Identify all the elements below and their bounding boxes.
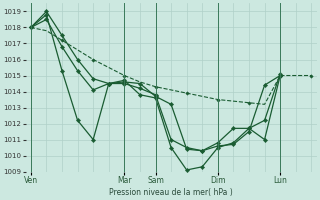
X-axis label: Pression niveau de la mer( hPa ): Pression niveau de la mer( hPa ) [109, 188, 233, 197]
